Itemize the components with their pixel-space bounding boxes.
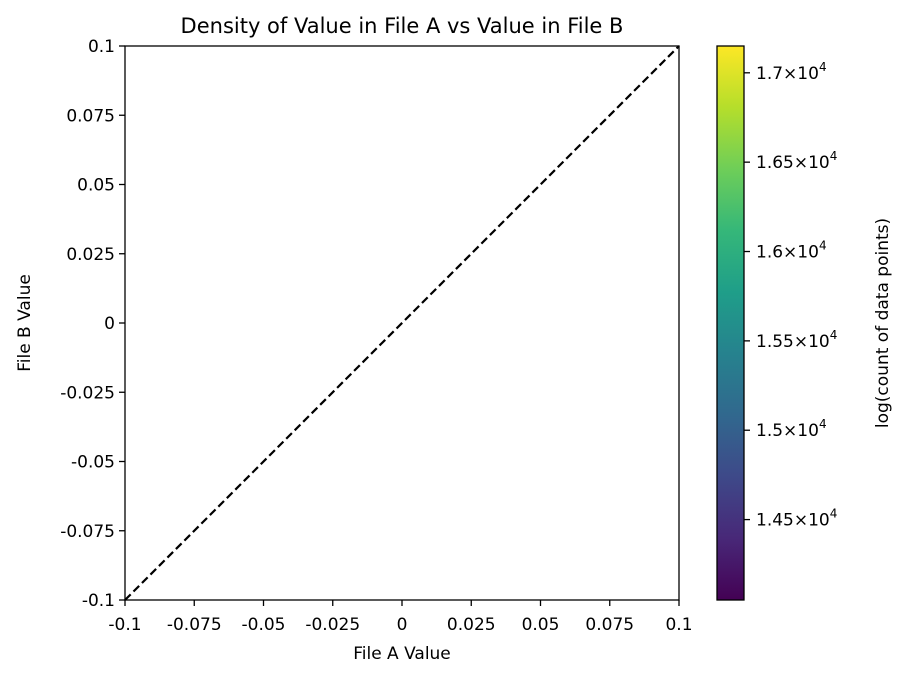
x-tick-label: 0 [397,615,408,635]
x-tick-label: -0.1 [108,615,141,635]
y-tick-label: 0.1 [88,37,115,57]
colorbar-label: log(count of data points) [873,218,893,428]
y-tick-label: 0.05 [77,176,115,196]
x-tick-label: 0.075 [585,615,634,635]
y-tick-label: -0.05 [71,453,115,473]
chart-title: Density of Value in File A vs Value in F… [181,14,624,38]
y-tick-label: -0.1 [82,591,115,611]
x-tick-label: 0.025 [447,615,496,635]
x-tick-label: -0.075 [167,615,222,635]
y-axis-ticks: -0.1 -0.075 -0.05 -0.025 0 0.025 0.05 0.075 0.1 [60,37,125,611]
x-axis-ticks: -0.1 -0.075 -0.05 -0.025 0 0.025 0.05 0.075 0.1 [108,600,693,635]
y-tick-label: 0.025 [66,245,115,265]
colorbar-gradient [716,45,745,601]
colorbar-tick-label: 1.7×104 [756,60,827,84]
x-tick-label: -0.025 [305,615,360,635]
colorbar-tick-label: 1.5×104 [756,417,827,441]
colorbar-ticks: 1.45×104 1.5×104 1.55×104 1.6×104 1.65×104 1.… [744,60,837,531]
y-tick-label: -0.075 [60,522,115,542]
x-tick-label: 0.05 [522,615,560,635]
colorbar-tick-label: 1.45×104 [756,507,837,531]
identity-reference-line [124,45,680,601]
y-tick-label: 0 [104,314,115,334]
y-axis-label: File B Value [15,274,35,372]
y-tick-label: -0.025 [60,383,115,403]
x-tick-label: 0.1 [665,615,692,635]
colorbar-tick-label: 1.6×104 [756,239,827,263]
colorbar: 1.45×104 1.5×104 1.55×104 1.6×104 1.65×104 1.… [716,45,837,601]
plot-area [124,45,680,601]
colorbar-tick-label: 1.65×104 [756,149,837,173]
x-axis-label: File A Value [353,644,451,664]
y-tick-label: 0.075 [66,106,115,126]
x-tick-label: -0.05 [242,615,286,635]
colorbar-tick-label: 1.55×104 [756,328,837,352]
